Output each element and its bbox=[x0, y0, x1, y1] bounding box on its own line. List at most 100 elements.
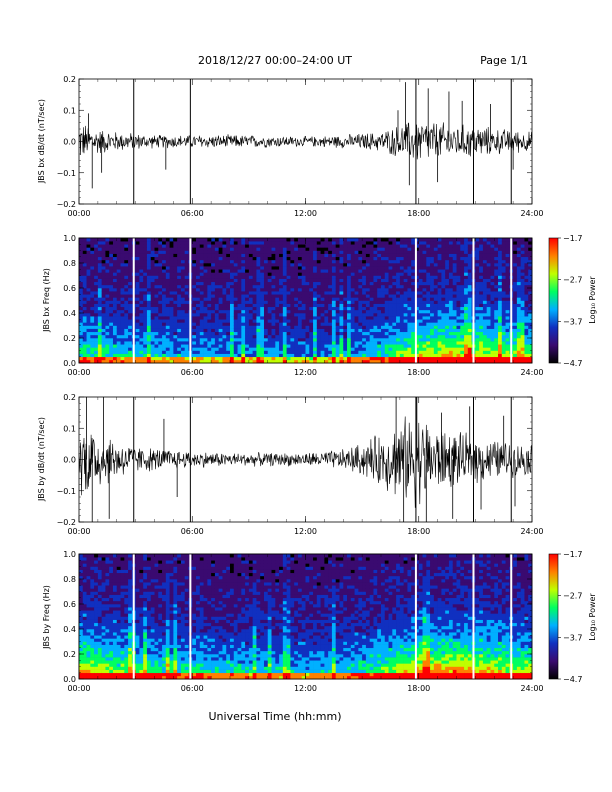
spectrogram-cell bbox=[343, 303, 348, 308]
spectrogram-cell bbox=[267, 297, 272, 301]
spectrogram-cell bbox=[320, 325, 325, 329]
spectrogram-cell bbox=[222, 331, 227, 336]
spectrogram-cell bbox=[226, 353, 231, 358]
spectrogram-cell bbox=[384, 275, 389, 279]
spectrogram-cell bbox=[498, 300, 503, 304]
spectrogram-cell bbox=[94, 247, 99, 251]
spectrogram-cell bbox=[86, 353, 91, 358]
spectrogram-cell bbox=[456, 309, 461, 314]
spectrogram-cell bbox=[230, 294, 235, 298]
spectrogram-cell bbox=[245, 353, 250, 358]
spectrogram-cell bbox=[486, 313, 491, 317]
spectrogram-cell bbox=[501, 350, 506, 354]
spectrogram-cell bbox=[169, 325, 174, 329]
spectrogram-cell bbox=[154, 269, 159, 273]
spectrogram-cell bbox=[505, 316, 510, 320]
spectrogram-cell bbox=[339, 309, 344, 314]
spectrogram-cell bbox=[143, 319, 148, 323]
spectrogram-cell bbox=[452, 238, 457, 242]
spectrogram-cell bbox=[313, 341, 318, 345]
spectrogram-cell bbox=[392, 316, 397, 320]
spectrogram-cell bbox=[464, 306, 469, 311]
spectrogram-cell bbox=[275, 241, 280, 245]
spectrogram-cell bbox=[418, 259, 423, 264]
spectrogram-cell bbox=[362, 272, 367, 276]
spectrogram-cell bbox=[479, 281, 484, 286]
spectrogram-cell bbox=[279, 356, 284, 361]
spectrogram-cell bbox=[343, 272, 348, 276]
spectrogram-cell bbox=[203, 309, 208, 314]
spectrogram-cell bbox=[158, 291, 163, 295]
spectrogram-cell bbox=[520, 319, 525, 323]
spectrogram-cell bbox=[184, 344, 189, 348]
spectrogram-cell bbox=[309, 341, 314, 345]
spectrogram-cell bbox=[343, 309, 348, 314]
spectrogram-cell bbox=[139, 356, 144, 361]
spectrogram-cell bbox=[475, 259, 480, 264]
spectrogram-cell bbox=[112, 284, 118, 289]
spectrogram-cell bbox=[173, 316, 178, 320]
spectrogram-cell bbox=[294, 247, 299, 251]
y-tick-label: 0.0 bbox=[63, 359, 76, 368]
spectrogram-cell bbox=[267, 350, 272, 354]
spectrogram-cell bbox=[418, 338, 423, 342]
spectrogram-cell bbox=[169, 291, 174, 295]
spectrogram-cell bbox=[354, 294, 359, 298]
spectrogram-cell bbox=[324, 297, 329, 301]
spectrogram-cell bbox=[501, 244, 506, 248]
spectrogram-cell bbox=[365, 322, 370, 326]
spectrogram-cell bbox=[282, 331, 287, 336]
spectrogram-cell bbox=[252, 359, 257, 364]
spectrogram-cell bbox=[452, 275, 457, 279]
spectrogram-cell bbox=[286, 300, 291, 304]
spectrogram-cell bbox=[233, 316, 238, 320]
spectrogram-cell bbox=[154, 291, 159, 295]
spectrogram-cell bbox=[120, 278, 125, 283]
spectrogram-cell bbox=[279, 297, 284, 301]
spectrogram-cell bbox=[112, 331, 118, 336]
spectrogram-cell bbox=[445, 353, 450, 358]
spectrogram-cell bbox=[79, 319, 84, 323]
spectrogram-cell bbox=[143, 238, 148, 242]
spectrogram-cell bbox=[441, 344, 446, 348]
spectrogram-cell bbox=[501, 300, 506, 304]
spectrogram-cell bbox=[82, 284, 87, 289]
spectrogram-cell bbox=[452, 263, 457, 267]
spectrogram-cell bbox=[203, 347, 208, 351]
spectrogram-cell bbox=[150, 319, 155, 323]
spectrogram-cell bbox=[418, 256, 423, 261]
spectrogram-cell bbox=[354, 350, 359, 354]
spectrogram-cell bbox=[267, 331, 272, 336]
spectrogram-cell bbox=[494, 303, 499, 308]
spectrogram-cell bbox=[392, 300, 397, 304]
spectrogram-cell bbox=[520, 359, 525, 364]
spectrogram-cell bbox=[282, 272, 287, 276]
spectrogram-cell bbox=[112, 294, 118, 298]
y-tick-label: 0.2 bbox=[63, 75, 76, 84]
spectrogram-cell bbox=[452, 303, 457, 308]
spectrogram-cell bbox=[501, 278, 506, 283]
spectrogram-cell bbox=[112, 319, 118, 323]
spectrogram-cell bbox=[252, 284, 257, 289]
spectrogram-cell bbox=[86, 238, 91, 242]
spectrogram-cell bbox=[381, 328, 386, 333]
spectrogram-cell bbox=[373, 253, 378, 258]
spectrogram-cell bbox=[94, 272, 99, 276]
spectrogram-cell bbox=[403, 350, 408, 354]
spectrogram-cell bbox=[79, 247, 84, 251]
spectrogram-cell bbox=[494, 281, 499, 286]
spectrogram-cell bbox=[494, 244, 499, 248]
spectrogram-cell bbox=[479, 253, 484, 258]
spectrogram-cell bbox=[237, 241, 242, 245]
spectrogram-cell bbox=[482, 359, 488, 364]
spectrogram-cell bbox=[112, 266, 118, 270]
spectrogram-cell bbox=[245, 250, 250, 254]
spectrogram-cell bbox=[301, 281, 306, 286]
spectrogram-cell bbox=[513, 344, 518, 348]
spectrogram-cell bbox=[381, 284, 386, 289]
spectrogram-cell bbox=[218, 341, 223, 345]
spectrogram-cell bbox=[313, 272, 318, 276]
spectrogram-cell bbox=[430, 322, 435, 326]
spectrogram-cell bbox=[494, 263, 499, 267]
spectrogram-cell bbox=[381, 325, 386, 329]
